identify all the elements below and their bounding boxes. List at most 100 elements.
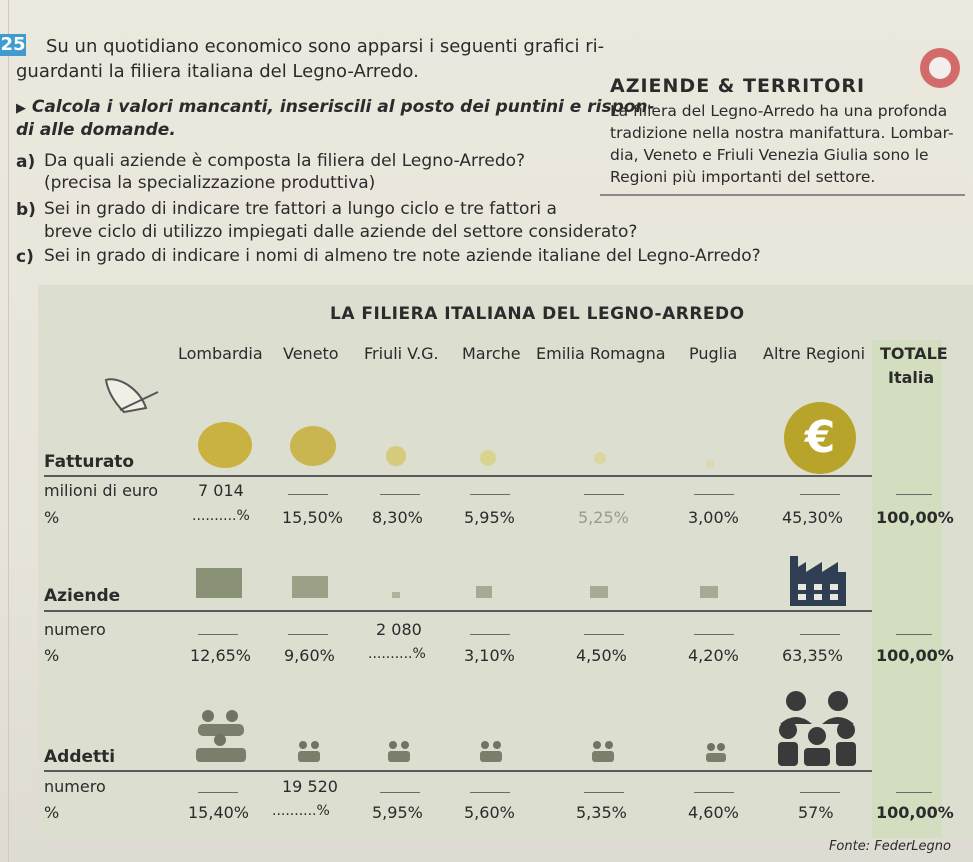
fatturato-title: Fatturato	[44, 452, 135, 472]
coin-veneto-icon	[290, 426, 336, 466]
infographic-title: LA FILIERA ITALIANA DEL LEGNO-ARREDO	[330, 304, 745, 324]
addetti-pct-puglia: 4,60%	[688, 803, 739, 822]
aziende-pct-altre: 63,35%	[782, 646, 844, 665]
fatturato-pct-lombardia: ..........%	[192, 508, 250, 524]
region-lombardia: Lombardia	[178, 344, 263, 363]
coin-puglia-icon	[706, 460, 714, 468]
aziende-pct-veneto: 9,60%	[284, 646, 335, 665]
fatturato-blank-altre	[800, 494, 840, 495]
aziende-pct-emilia: 4,50%	[576, 646, 627, 665]
aziende-blank-veneto	[288, 634, 328, 635]
question-b-line-2: breve ciclo di utilizzo impiegati dalle …	[44, 222, 638, 242]
aziende-pct-marche: 3,10%	[464, 646, 515, 665]
triangle-bullet-icon: ▶	[16, 101, 26, 116]
fatturato-blank-veneto	[288, 494, 328, 495]
infographic-panel	[38, 285, 973, 840]
addetti-blank-marche	[470, 792, 510, 793]
fatturato-pct-puglia: 3,00%	[688, 508, 739, 527]
coin-emilia-icon	[594, 452, 606, 464]
question-c-line-1: Sei in grado di indicare i nomi di almen…	[44, 246, 761, 266]
addetti-pct-lombardia: 15,40%	[188, 803, 250, 822]
addetti-blank-altre	[800, 792, 840, 793]
question-a-line-1: Da quali aziende è composta la filiera d…	[44, 151, 526, 171]
box-line-1: La filiera del Legno-Arredo ha una profo…	[610, 102, 948, 120]
total-label: TOTALE	[880, 344, 948, 363]
fatturato-blank-puglia	[694, 494, 734, 495]
region-marche: Marche	[462, 344, 521, 363]
fatturato-divider	[44, 475, 872, 477]
fatturato-lombardia-value: 7 014	[198, 481, 244, 500]
question-b-label: b)	[16, 200, 36, 220]
fatturato-row1-label: milioni di euro	[44, 481, 159, 500]
question-a-label: a)	[16, 152, 36, 172]
total-column-background	[872, 340, 942, 838]
coin-friuli-icon	[386, 446, 406, 466]
addetti-pct-friuli: 5,95%	[372, 803, 423, 822]
people-friuli-icon	[388, 741, 410, 762]
factory-marche-icon	[476, 586, 492, 598]
fatturato-blank-totale	[896, 494, 932, 495]
question-c-label: c)	[16, 247, 34, 267]
fatturato-blank-emilia	[584, 494, 624, 495]
fatturato-row2-label: %	[44, 508, 60, 527]
factory-veneto-icon	[292, 576, 328, 598]
question-a-line-2: (precisa la specializzazione produttiva)	[44, 173, 376, 193]
addetti-divider	[44, 770, 872, 772]
quill-icon	[104, 378, 159, 414]
euro-coin-icon: €	[784, 402, 856, 474]
fatturato-pct-veneto: 15,50%	[282, 508, 344, 527]
fatturato-pct-altre: 45,30%	[782, 508, 844, 527]
addetti-pct-totale: 100,00%	[876, 803, 954, 822]
people-veneto-icon	[298, 741, 320, 762]
instruction-line-1: ▶ Calcola i valori mancanti, inseriscili…	[16, 97, 655, 117]
addetti-pct-emilia: 5,35%	[576, 803, 627, 822]
region-emilia-romagna: Emilia Romagna	[536, 344, 666, 363]
coin-marche-icon	[480, 450, 496, 466]
addetti-pct-altre: 57%	[798, 803, 834, 822]
source-note: Fonte: FederLegno	[828, 839, 951, 854]
addetti-blank-lombardia	[198, 792, 238, 793]
aziende-title: Aziende	[44, 586, 121, 606]
region-friuli: Friuli V.G.	[364, 344, 439, 363]
people-emilia-icon	[592, 741, 614, 762]
people-marche-icon	[480, 741, 502, 762]
fatturato-pct-emilia: 5,25%	[578, 508, 629, 527]
fatturato-blank-friuli	[380, 494, 420, 495]
aziende-blank-lombardia	[198, 634, 238, 635]
factory-altre-icon	[790, 556, 846, 606]
aziende-friuli-value: 2 080	[376, 620, 422, 639]
addetti-blank-emilia	[584, 792, 624, 793]
addetti-row2-label: %	[44, 803, 60, 822]
aziende-pct-puglia: 4,20%	[688, 646, 739, 665]
snail-badge-icon	[920, 48, 960, 88]
addetti-pct-marche: 5,60%	[464, 803, 515, 822]
aziende-row1-label: numero	[44, 620, 106, 639]
addetti-pct-veneto: ..........%	[272, 803, 330, 819]
aziende-pct-friuli: ..........%	[368, 646, 426, 662]
aziende-blank-emilia	[584, 634, 624, 635]
aziende-blank-puglia	[694, 634, 734, 635]
aziende-pct-totale: 100,00%	[876, 646, 954, 665]
aziende-pct-lombardia: 12,65%	[190, 646, 252, 665]
addetti-blank-puglia	[694, 792, 734, 793]
box-line-4: Regioni più importanti del settore.	[610, 168, 876, 186]
factory-friuli-icon	[392, 592, 400, 598]
page-edge	[8, 0, 9, 862]
total-label-italia: Italia	[888, 368, 935, 387]
factory-lombardia-icon	[196, 568, 242, 598]
aziende-divider	[44, 610, 872, 612]
region-puglia: Puglia	[689, 344, 738, 363]
factory-emilia-icon	[590, 586, 608, 598]
people-altre-icon	[778, 691, 856, 766]
region-altre: Altre Regioni	[763, 344, 866, 363]
fatturato-pct-marche: 5,95%	[464, 508, 515, 527]
coin-lombardia-icon	[198, 422, 252, 468]
box-title: AZIENDE & TERRITORI	[610, 75, 866, 97]
intro-line-1: Su un quotidiano economico sono apparsi …	[46, 36, 605, 57]
factory-puglia-icon	[700, 586, 718, 598]
aziende-blank-totale	[896, 634, 932, 635]
addetti-blank-totale	[896, 792, 932, 793]
fatturato-pct-totale: 100,00%	[876, 508, 954, 527]
people-lombardia-icon	[196, 710, 246, 762]
question-b-line-1: Sei in grado di indicare tre fattori a l…	[44, 199, 557, 219]
